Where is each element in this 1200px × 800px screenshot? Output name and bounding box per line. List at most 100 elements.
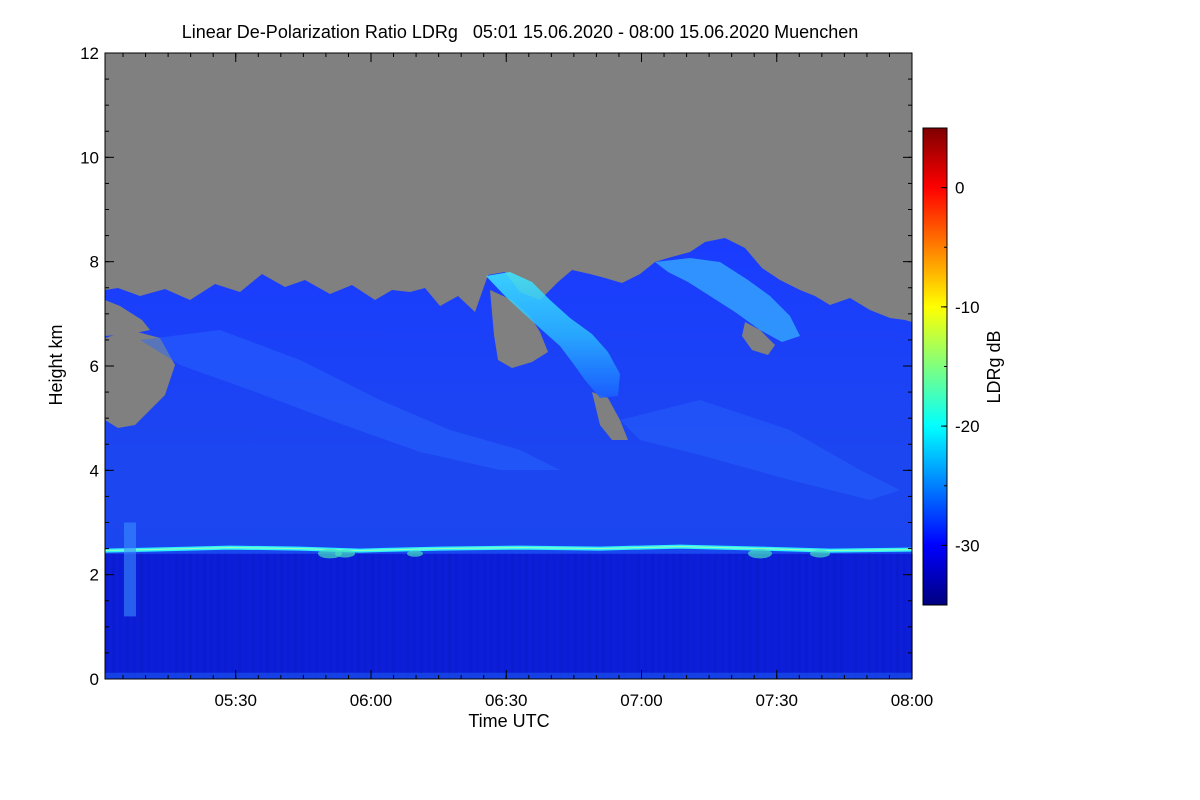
ice-cloud-top bbox=[486, 272, 620, 398]
bl-striation bbox=[658, 553, 661, 679]
bl-striation bbox=[315, 553, 318, 679]
bl-striation bbox=[700, 553, 703, 679]
y-axis-label: Height km bbox=[46, 324, 66, 405]
bl-striation bbox=[448, 553, 451, 679]
bl-striation bbox=[770, 553, 773, 679]
bl-striation bbox=[749, 553, 752, 679]
bl-striation bbox=[364, 553, 367, 679]
bl-striation bbox=[518, 553, 521, 679]
bl-striation bbox=[294, 553, 297, 679]
y-tick-label: 4 bbox=[90, 461, 99, 480]
bl-striation bbox=[413, 553, 416, 679]
bl-striation bbox=[336, 553, 339, 679]
colorbar-tick-label: -10 bbox=[955, 298, 980, 317]
bl-striation bbox=[280, 553, 283, 679]
bl-striation bbox=[168, 553, 171, 679]
bl-striation bbox=[196, 553, 199, 679]
bl-striation bbox=[630, 553, 633, 679]
bl-striation bbox=[273, 553, 276, 679]
bl-striation bbox=[357, 553, 360, 679]
bl-striation bbox=[679, 553, 682, 679]
no-data-gap bbox=[105, 300, 150, 336]
bl-striation bbox=[672, 553, 675, 679]
bl-striation bbox=[532, 553, 535, 679]
x-tick-label: 05:30 bbox=[214, 691, 257, 710]
bl-striation bbox=[203, 553, 206, 679]
bl-striation bbox=[154, 553, 157, 679]
bl-striation bbox=[784, 553, 787, 679]
bl-striation bbox=[322, 553, 325, 679]
bl-striation bbox=[490, 553, 493, 679]
bl-striation bbox=[609, 553, 612, 679]
bl-striation bbox=[840, 553, 843, 679]
bl-striation bbox=[231, 553, 234, 679]
liquid-cloud-blob bbox=[335, 549, 355, 558]
no-data-gap bbox=[490, 290, 548, 368]
liquid-cloud-blob bbox=[810, 549, 830, 558]
bl-striation bbox=[511, 553, 514, 679]
bl-striation bbox=[105, 553, 108, 679]
bl-striation bbox=[868, 553, 871, 679]
x-tick-label: 06:30 bbox=[485, 691, 528, 710]
bl-striation bbox=[252, 553, 255, 679]
ice-cloud-streak bbox=[140, 330, 560, 470]
liquid-cloud-blob bbox=[407, 550, 423, 557]
bl-striation bbox=[392, 553, 395, 679]
x-axis-label: Time UTC bbox=[468, 711, 549, 731]
bl-striation bbox=[189, 553, 192, 679]
x-tick-label: 06:00 bbox=[350, 691, 393, 710]
bl-striation bbox=[637, 553, 640, 679]
bl-striation bbox=[525, 553, 528, 679]
bl-striation bbox=[420, 553, 423, 679]
bl-striation bbox=[483, 553, 486, 679]
bl-striation bbox=[651, 553, 654, 679]
bl-striation bbox=[742, 553, 745, 679]
chart-title: Linear De-Polarization Ratio LDRg 05:01 … bbox=[181, 22, 859, 42]
bl-striation bbox=[644, 553, 647, 679]
no-data-gap bbox=[742, 322, 775, 355]
bl-striation bbox=[721, 553, 724, 679]
bl-striation bbox=[819, 553, 822, 679]
bl-striation bbox=[693, 553, 696, 679]
liquid-cloud-blob bbox=[748, 548, 772, 559]
bl-striation bbox=[714, 553, 717, 679]
bl-striation bbox=[581, 553, 584, 679]
bl-striation bbox=[812, 553, 815, 679]
liquid-cloud-blob bbox=[318, 548, 342, 559]
bl-striation bbox=[707, 553, 710, 679]
colorbar-scale bbox=[922, 127, 948, 606]
bl-striation bbox=[602, 553, 605, 679]
bl-striation bbox=[385, 553, 388, 679]
bl-striation bbox=[798, 553, 801, 679]
bl-striation bbox=[238, 553, 241, 679]
x-tick-label: 07:30 bbox=[755, 691, 798, 710]
bl-striation bbox=[756, 553, 759, 679]
bl-striation bbox=[546, 553, 549, 679]
bl-striation bbox=[826, 553, 829, 679]
ground-band bbox=[105, 672, 912, 679]
bl-striation bbox=[504, 553, 507, 679]
bl-striation bbox=[560, 553, 563, 679]
colorbar-tick-label: -30 bbox=[955, 536, 980, 555]
y-tick-label: 0 bbox=[90, 670, 99, 689]
y-tick-label: 6 bbox=[90, 357, 99, 376]
bl-striation bbox=[469, 553, 472, 679]
bl-striation bbox=[833, 553, 836, 679]
bl-striation bbox=[462, 553, 465, 679]
speckle-column bbox=[124, 522, 136, 617]
bl-striation bbox=[343, 553, 346, 679]
bl-striation bbox=[301, 553, 304, 679]
ice-cloud-streak bbox=[620, 400, 900, 500]
bl-striation bbox=[399, 553, 402, 679]
y-tick-label: 8 bbox=[90, 253, 99, 272]
bl-striation bbox=[434, 553, 437, 679]
bl-striation bbox=[287, 553, 290, 679]
bl-striation bbox=[371, 553, 374, 679]
bl-striation bbox=[308, 553, 311, 679]
bl-striation bbox=[378, 553, 381, 679]
bl-striation bbox=[224, 553, 227, 679]
bl-striation bbox=[588, 553, 591, 679]
bl-striation bbox=[455, 553, 458, 679]
bl-striation bbox=[595, 553, 598, 679]
